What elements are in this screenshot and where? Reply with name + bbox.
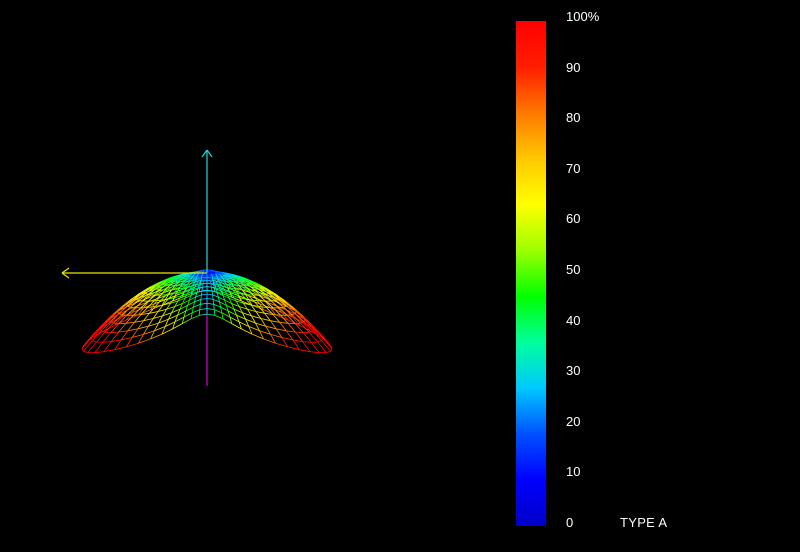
wireframe-ring-segment (195, 299, 201, 302)
wireframe-ring-segment (207, 299, 213, 300)
wireframe-ring-segment (200, 309, 207, 310)
wireframe-meridian-segment (200, 299, 201, 304)
wireframe-ring-segment (92, 341, 96, 342)
wireframe-ring-segment (82, 349, 84, 351)
wireframe-meridian-segment (214, 304, 215, 309)
wireframe-meridian-segment (214, 284, 215, 288)
wireframe-meridian-segment (213, 295, 214, 300)
wireframe-meridian-segment (309, 332, 318, 342)
colorbar-tick-label: 40 (566, 314, 606, 328)
axes-upper-group (62, 150, 212, 278)
wireframe-meridian-segment (213, 299, 214, 304)
wireframe-ring-segment (193, 304, 200, 307)
wireframe-meridian-segment (201, 295, 202, 300)
colorbar-tick-label: 10 (566, 465, 606, 479)
wireframe-ring-segment (214, 310, 222, 313)
wireframe-meridian-segment (303, 333, 311, 343)
wireframe-meridian-segment (322, 335, 331, 345)
wireframe-ring-segment (200, 287, 207, 288)
wireframe-meridian-segment (200, 304, 201, 309)
wireframe-meridian-segment (311, 342, 319, 352)
wireframe-meridian-segment (214, 310, 215, 316)
colorbar-tick-label: 20 (566, 415, 606, 429)
colorbar-tick-label: 50 (566, 263, 606, 277)
wireframe-meridian-segment (88, 342, 97, 353)
wireframe-ring-segment (207, 309, 214, 310)
wireframe-ring-segment (207, 294, 213, 295)
y-axis-arrowhead (202, 150, 207, 157)
colorbar-tick-label: 80 (566, 111, 606, 125)
wireframe-meridian-segment (119, 323, 126, 332)
wireframe-meridian-segment (208, 270, 209, 271)
wireframe-ring-segment (201, 294, 207, 295)
wireframe-ring-segment (192, 310, 200, 313)
wireframe-ring-segment (199, 291, 207, 292)
wireframe-ring-segment (310, 352, 319, 353)
wireframe-meridian-segment (213, 278, 214, 281)
wireframe-meridian-segment (205, 275, 206, 277)
wireframe-meridian-segment (201, 278, 202, 281)
x-axis-arrowhead (62, 268, 69, 273)
wireframe-ring-segment (199, 314, 207, 315)
colorbar-tick-label: 70 (566, 162, 606, 176)
wireframe-ring-segment (295, 332, 303, 333)
wireframe-ring-segment (207, 314, 215, 315)
wireframe-ring-segment (207, 291, 215, 292)
y-axis-arrowhead (207, 150, 212, 157)
wireframe-meridian-segment (288, 323, 295, 332)
wireframe-meridian-segment (200, 284, 201, 288)
wireframe-ring-segment (318, 341, 322, 342)
colorbar-tick-label: 30 (566, 364, 606, 378)
wireframe-ring-segment (191, 315, 199, 318)
wireframe-ring-segment (326, 351, 330, 352)
wireframe-meridian-segment (206, 271, 207, 272)
wireframe-ring-segment (213, 299, 219, 302)
wireframe-ring-segment (207, 303, 214, 304)
wireframe-meridian-segment (210, 279, 211, 281)
wireframe-meridian-segment (199, 310, 200, 316)
wireframe-ring-segment (103, 342, 112, 343)
colorbar-tick-label: 60 (566, 212, 606, 226)
wireframe-ring-segment (215, 315, 223, 318)
wireframe-ring-segment (200, 303, 207, 304)
wireframe-meridian-segment (103, 333, 111, 343)
wireframe-meridian-segment (208, 274, 209, 275)
colorbar-tick-label: 0 (566, 516, 606, 530)
wireframe-meridian-segment (204, 279, 205, 281)
wireframe-meridian-segment (211, 284, 212, 287)
legend-label: TYPE A (620, 516, 667, 530)
wireframe-meridian-segment (203, 284, 204, 287)
colorbar-tick-label: 90 (566, 61, 606, 75)
colorbar-tick-label: 100% (566, 10, 606, 24)
x-axis-arrowhead (62, 273, 69, 278)
wireframe-meridian-segment (205, 270, 206, 271)
wireframe-meridian-segment (84, 335, 93, 345)
wireframe-meridian-segment (198, 271, 200, 272)
wireframe-meridian-segment (318, 342, 327, 353)
wireframe-ring-segment (331, 349, 333, 351)
wireframe-ring-segment (303, 342, 312, 343)
wireframe-meridian-segment (304, 317, 313, 326)
wireframe-meridian-segment (96, 332, 105, 342)
wireframe-meridian-segment (203, 271, 204, 272)
wireframe-ring-segment (111, 332, 119, 333)
wireframe-meridian-segment (204, 270, 205, 271)
wireframe-ring-segment (95, 352, 104, 353)
colorbar (516, 21, 546, 526)
wireframe-ring-segment (207, 287, 214, 288)
wireframe-ring-segment (214, 304, 221, 307)
wireframe-ring-segment (201, 299, 207, 300)
wireframe-meridian-segment (209, 275, 210, 277)
wireframe-ring-segment (84, 351, 88, 352)
wireframe-meridian-segment (95, 342, 103, 352)
